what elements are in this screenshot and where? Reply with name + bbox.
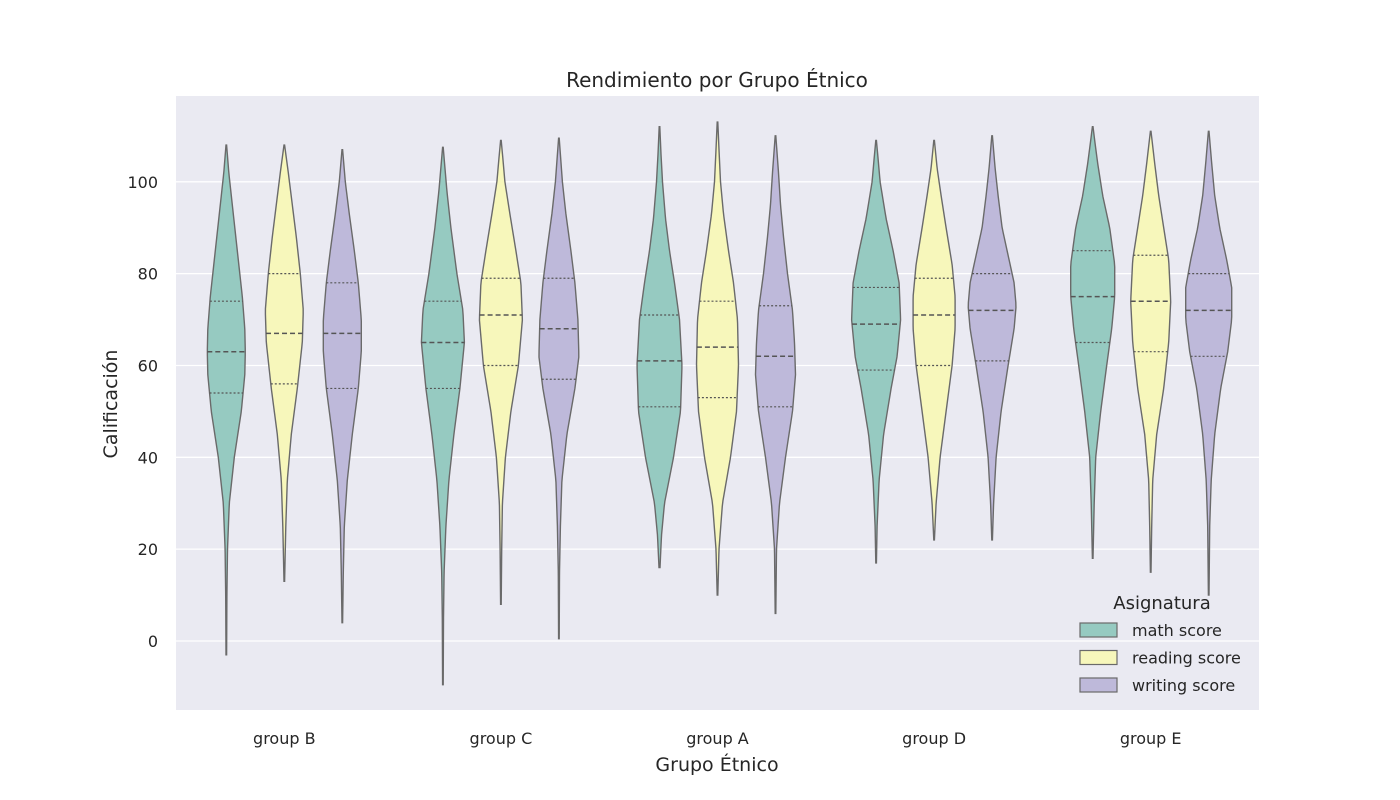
x-tick-label: group B bbox=[253, 729, 316, 748]
violin-writing-score-group-B bbox=[322, 148, 362, 624]
legend-title: Asignatura bbox=[1113, 593, 1210, 614]
legend-items: math score reading score writing score bbox=[1079, 621, 1241, 695]
violin-reading-score-group-A bbox=[695, 121, 740, 596]
violin-reading-score-group-C bbox=[478, 139, 524, 605]
violin-writing-score-group-E bbox=[1185, 130, 1233, 596]
y-axis-label: Calificación bbox=[100, 350, 122, 459]
x-tick-labels: group B group C group A group D group E bbox=[253, 729, 1182, 748]
violin-body bbox=[967, 135, 1017, 541]
violin-math-score-group-D bbox=[850, 139, 902, 564]
legend-swatch bbox=[1079, 649, 1118, 666]
violin-math-score-group-A bbox=[636, 126, 683, 569]
x-tick-label: group E bbox=[1120, 729, 1182, 748]
violin-body bbox=[1185, 130, 1233, 596]
legend-label: math score bbox=[1132, 621, 1222, 640]
legend-item: writing score bbox=[1079, 676, 1235, 695]
x-axis-label: Grupo Étnico bbox=[655, 753, 778, 776]
violin-body bbox=[754, 135, 797, 615]
y-tick-label: 100 bbox=[127, 173, 158, 192]
y-tick-label: 60 bbox=[138, 356, 158, 375]
violin-body bbox=[478, 139, 524, 605]
violins-layer bbox=[206, 121, 1233, 686]
violin-body bbox=[636, 126, 683, 569]
x-tick-label: group D bbox=[902, 729, 966, 748]
violin-body bbox=[264, 144, 304, 582]
violin-math-score-group-E bbox=[1070, 126, 1116, 560]
legend-label: writing score bbox=[1132, 676, 1235, 695]
violin-math-score-group-C bbox=[420, 146, 466, 686]
violin-reading-score-group-E bbox=[1130, 130, 1172, 573]
x-tick-label: group C bbox=[470, 729, 533, 748]
violin-body bbox=[420, 146, 466, 686]
violin-body bbox=[850, 139, 902, 564]
legend-item: math score bbox=[1079, 621, 1222, 640]
violin-reading-score-group-B bbox=[264, 144, 304, 582]
violin-body bbox=[538, 137, 580, 640]
legend-swatch bbox=[1079, 677, 1118, 693]
legend-swatch bbox=[1079, 622, 1118, 638]
y-tick-label: 0 bbox=[148, 632, 158, 651]
violin-body bbox=[322, 148, 362, 624]
chart-title: Rendimiento por Grupo Étnico bbox=[566, 68, 868, 92]
violin-writing-score-group-A bbox=[754, 135, 797, 615]
violin-body bbox=[695, 121, 740, 596]
y-tick-label: 20 bbox=[138, 540, 158, 559]
violin-writing-score-group-D bbox=[967, 135, 1017, 541]
y-tick-label: 80 bbox=[138, 265, 158, 284]
violin-reading-score-group-D bbox=[912, 139, 956, 541]
y-tick-label: 40 bbox=[138, 448, 158, 467]
violin-body bbox=[206, 144, 246, 656]
legend: Asignatura math score reading score writin… bbox=[1079, 593, 1241, 695]
legend-item: reading score bbox=[1079, 649, 1241, 668]
x-tick-label: group A bbox=[686, 729, 749, 748]
legend-label: reading score bbox=[1132, 649, 1241, 668]
y-tick-labels: 0 20 40 60 80 100 bbox=[127, 173, 158, 651]
violin-body bbox=[912, 139, 956, 541]
violin-math-score-group-B bbox=[206, 144, 246, 656]
violin-writing-score-group-C bbox=[538, 137, 580, 640]
